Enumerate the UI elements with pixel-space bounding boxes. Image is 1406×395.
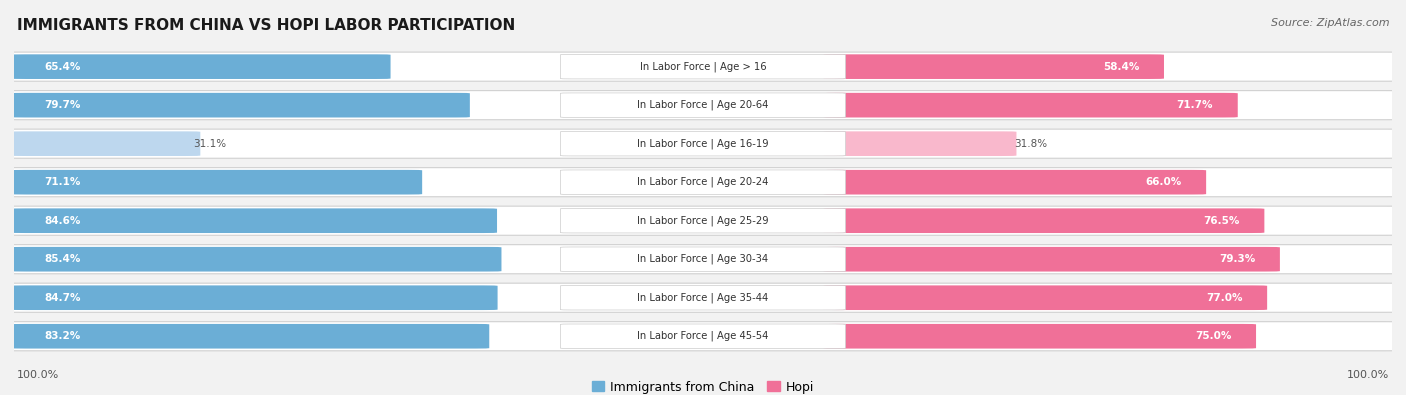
Text: In Labor Force | Age > 16: In Labor Force | Age > 16 (640, 61, 766, 72)
Text: 58.4%: 58.4% (1102, 62, 1139, 71)
FancyBboxPatch shape (561, 93, 845, 117)
FancyBboxPatch shape (0, 167, 1406, 197)
Text: In Labor Force | Age 45-54: In Labor Force | Age 45-54 (637, 331, 769, 342)
Text: In Labor Force | Age 20-64: In Labor Force | Age 20-64 (637, 100, 769, 111)
FancyBboxPatch shape (0, 129, 1406, 158)
Text: 85.4%: 85.4% (45, 254, 80, 264)
FancyBboxPatch shape (824, 209, 1264, 233)
FancyBboxPatch shape (824, 170, 1206, 194)
FancyBboxPatch shape (824, 286, 1267, 310)
Text: IMMIGRANTS FROM CHINA VS HOPI LABOR PARTICIPATION: IMMIGRANTS FROM CHINA VS HOPI LABOR PART… (17, 18, 515, 33)
Text: 71.1%: 71.1% (45, 177, 80, 187)
FancyBboxPatch shape (11, 209, 498, 233)
FancyBboxPatch shape (11, 286, 498, 310)
FancyBboxPatch shape (561, 247, 845, 271)
Text: 75.0%: 75.0% (1195, 331, 1232, 341)
Text: 77.0%: 77.0% (1206, 293, 1243, 303)
FancyBboxPatch shape (561, 286, 845, 310)
Text: 84.7%: 84.7% (45, 293, 82, 303)
FancyBboxPatch shape (0, 206, 1406, 235)
Text: In Labor Force | Age 16-19: In Labor Force | Age 16-19 (637, 138, 769, 149)
Text: 65.4%: 65.4% (45, 62, 80, 71)
FancyBboxPatch shape (824, 324, 1256, 348)
FancyBboxPatch shape (824, 55, 1164, 79)
FancyBboxPatch shape (561, 324, 845, 348)
FancyBboxPatch shape (0, 52, 1406, 81)
FancyBboxPatch shape (561, 170, 845, 194)
Text: 79.3%: 79.3% (1219, 254, 1256, 264)
FancyBboxPatch shape (0, 283, 1406, 312)
FancyBboxPatch shape (11, 170, 422, 194)
FancyBboxPatch shape (824, 247, 1279, 271)
Text: 100.0%: 100.0% (1347, 370, 1389, 380)
FancyBboxPatch shape (11, 324, 489, 348)
FancyBboxPatch shape (0, 245, 1406, 274)
Text: 83.2%: 83.2% (45, 331, 80, 341)
FancyBboxPatch shape (561, 132, 845, 156)
FancyBboxPatch shape (11, 132, 200, 156)
Text: 84.6%: 84.6% (45, 216, 80, 226)
Legend: Immigrants from China, Hopi: Immigrants from China, Hopi (586, 376, 820, 395)
FancyBboxPatch shape (561, 209, 845, 233)
FancyBboxPatch shape (11, 55, 391, 79)
Text: In Labor Force | Age 20-24: In Labor Force | Age 20-24 (637, 177, 769, 188)
Text: 79.7%: 79.7% (45, 100, 80, 110)
Text: In Labor Force | Age 25-29: In Labor Force | Age 25-29 (637, 215, 769, 226)
Text: Source: ZipAtlas.com: Source: ZipAtlas.com (1271, 18, 1389, 28)
Text: 66.0%: 66.0% (1144, 177, 1181, 187)
Text: 76.5%: 76.5% (1204, 216, 1240, 226)
FancyBboxPatch shape (824, 93, 1237, 117)
Text: In Labor Force | Age 35-44: In Labor Force | Age 35-44 (637, 292, 769, 303)
FancyBboxPatch shape (0, 90, 1406, 120)
FancyBboxPatch shape (561, 55, 845, 79)
Text: 71.7%: 71.7% (1177, 100, 1213, 110)
Text: 31.1%: 31.1% (194, 139, 226, 149)
Text: 31.8%: 31.8% (1014, 139, 1047, 149)
FancyBboxPatch shape (11, 93, 470, 117)
FancyBboxPatch shape (0, 322, 1406, 351)
Text: In Labor Force | Age 30-34: In Labor Force | Age 30-34 (637, 254, 769, 265)
FancyBboxPatch shape (11, 247, 502, 271)
FancyBboxPatch shape (824, 132, 1017, 156)
Text: 100.0%: 100.0% (17, 370, 59, 380)
